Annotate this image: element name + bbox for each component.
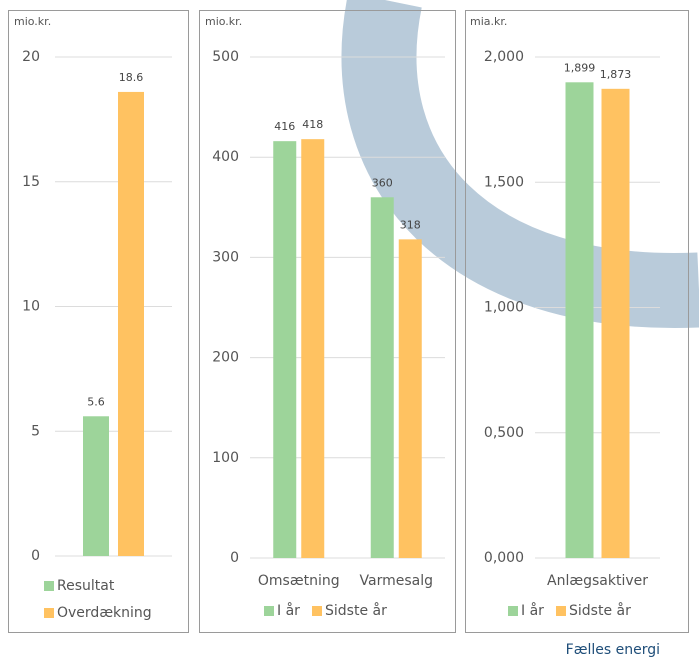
y-tick-label: 400	[212, 149, 239, 165]
legend-swatch	[556, 606, 566, 616]
bar	[398, 239, 422, 558]
y-tick-label: 200	[212, 350, 239, 366]
legend-swatch	[44, 608, 54, 618]
bar	[601, 88, 630, 558]
data-label: 418	[302, 118, 323, 131]
legend-swatch	[264, 606, 274, 616]
data-label: 360	[372, 176, 393, 189]
x-tick-label: Varmesalg	[360, 573, 433, 589]
y-tick-label: 500	[212, 49, 239, 65]
data-label: 318	[400, 218, 421, 231]
data-label: 18.6	[119, 71, 144, 84]
footer: Fælles energi	[566, 642, 660, 657]
y-tick-label: 10	[22, 299, 40, 315]
panel	[465, 10, 689, 633]
y-tick-label: 2,000	[484, 49, 524, 65]
decoration	[341, 0, 699, 329]
legend-label: Sidste år	[569, 602, 631, 619]
bar	[118, 91, 144, 557]
legend-label: I år	[277, 602, 300, 619]
legend-label: Overdækning	[57, 605, 152, 621]
bar	[83, 416, 109, 556]
y-tick-label: 0	[31, 548, 40, 564]
data-label: 1,873	[600, 68, 632, 81]
x-tick-label: Omsætning	[258, 573, 340, 589]
legend-swatch	[312, 606, 322, 616]
y-tick-label: 0,500	[484, 425, 524, 441]
unit-label: mia.kr.	[470, 15, 507, 28]
y-tick-label: 15	[22, 174, 40, 190]
bar	[273, 141, 297, 558]
y-tick-label: 1,500	[484, 174, 524, 190]
y-tick-label: 0,000	[484, 550, 524, 566]
y-tick-label: 100	[212, 450, 239, 466]
y-tick-label: 300	[212, 249, 239, 265]
panel	[199, 10, 456, 633]
legend-swatch	[508, 606, 518, 616]
legend-swatch	[44, 581, 54, 591]
unit-label: mio.kr.	[205, 15, 242, 28]
x-tick-label: Anlægsaktiver	[547, 573, 648, 589]
y-tick-label: 0	[230, 550, 239, 566]
bar	[301, 139, 325, 558]
y-tick-label: 20	[22, 49, 40, 65]
legend-label: Resultat	[57, 578, 115, 594]
bar	[565, 82, 594, 558]
data-label: 1,899	[564, 61, 596, 74]
y-tick-label: 5	[31, 423, 40, 439]
unit-label: mio.kr.	[14, 15, 51, 28]
y-tick-label: 1,000	[484, 300, 524, 316]
legend-label: I år	[521, 602, 544, 619]
data-label: 5.6	[87, 395, 105, 408]
legend-label: Sidste år	[325, 602, 387, 619]
panel	[8, 10, 189, 633]
data-label: 416	[274, 120, 295, 133]
bar	[370, 197, 394, 558]
